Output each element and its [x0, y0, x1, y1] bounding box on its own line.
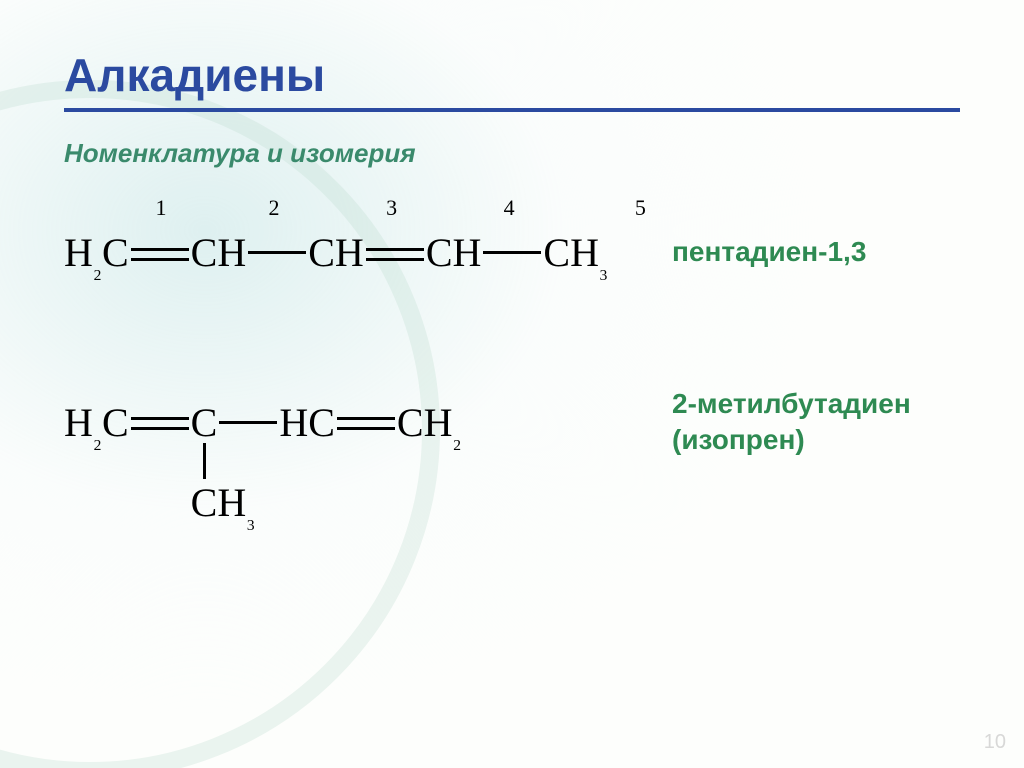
atom: CH3 — [308, 229, 364, 276]
atom: CH2 — [191, 229, 247, 276]
subtitle: Номенклатура и изомерия — [64, 138, 960, 169]
atom-index: 3 — [364, 195, 420, 221]
branch-bond — [203, 443, 206, 479]
page-number: 10 — [984, 731, 1006, 754]
atom: CCH₃ — [191, 399, 218, 446]
atom: H₂C — [64, 399, 129, 446]
page-title: Алкадиены — [64, 48, 960, 102]
label-column: пентадиен-1,3 — [664, 234, 960, 270]
label-column: 2-метилбутадиен(изопрен) — [664, 386, 960, 459]
formula-column: H₂C CCH₃ HC CH₂ — [64, 399, 664, 446]
compound-label-line2: (изопрен) — [672, 422, 960, 458]
atom: CH₂ — [397, 399, 462, 446]
atom-index: 2 — [246, 195, 302, 221]
compound-row: H₂C CCH₃ HC CH₂ 2-метилбутадиен(изопрен) — [64, 386, 960, 459]
atom: CH4 — [426, 229, 482, 276]
compound-label: пентадиен-1,3 — [672, 234, 960, 270]
chemical-formula: H₂C1 CH2 CH3 CH4 CH₃5 — [64, 229, 664, 276]
atom-index: 1 — [129, 195, 194, 221]
chemical-formula: H₂C CCH₃ HC CH₂ — [64, 399, 664, 446]
atom: H₂C1 — [64, 229, 129, 276]
compound-row: H₂C1 CH2 CH3 CH4 CH₃5 пентадиен-1,3 — [64, 229, 960, 276]
atom: HC — [279, 399, 335, 446]
title-divider — [64, 108, 960, 112]
bond-single — [483, 251, 541, 254]
atom-index: 5 — [608, 195, 673, 221]
branch: CH₃ — [191, 443, 218, 526]
slide-content: Алкадиены Номенклатура и изомерия H₂C1CH… — [0, 0, 1024, 459]
bond-single — [248, 251, 306, 254]
atom-index: 4 — [481, 195, 537, 221]
branch-atom: CH₃ — [191, 480, 256, 525]
atom: CH₃5 — [543, 229, 608, 276]
compounds-container: H₂C1 CH2 CH3 CH4 CH₃5 пентадиен-1,3 H₂C CCH₃ HC C… — [64, 229, 960, 459]
formula-column: H₂C1 CH2 CH3 CH4 CH₃5 — [64, 229, 664, 276]
compound-label: 2-метилбутадиен — [672, 386, 960, 422]
bond-single — [219, 421, 277, 424]
